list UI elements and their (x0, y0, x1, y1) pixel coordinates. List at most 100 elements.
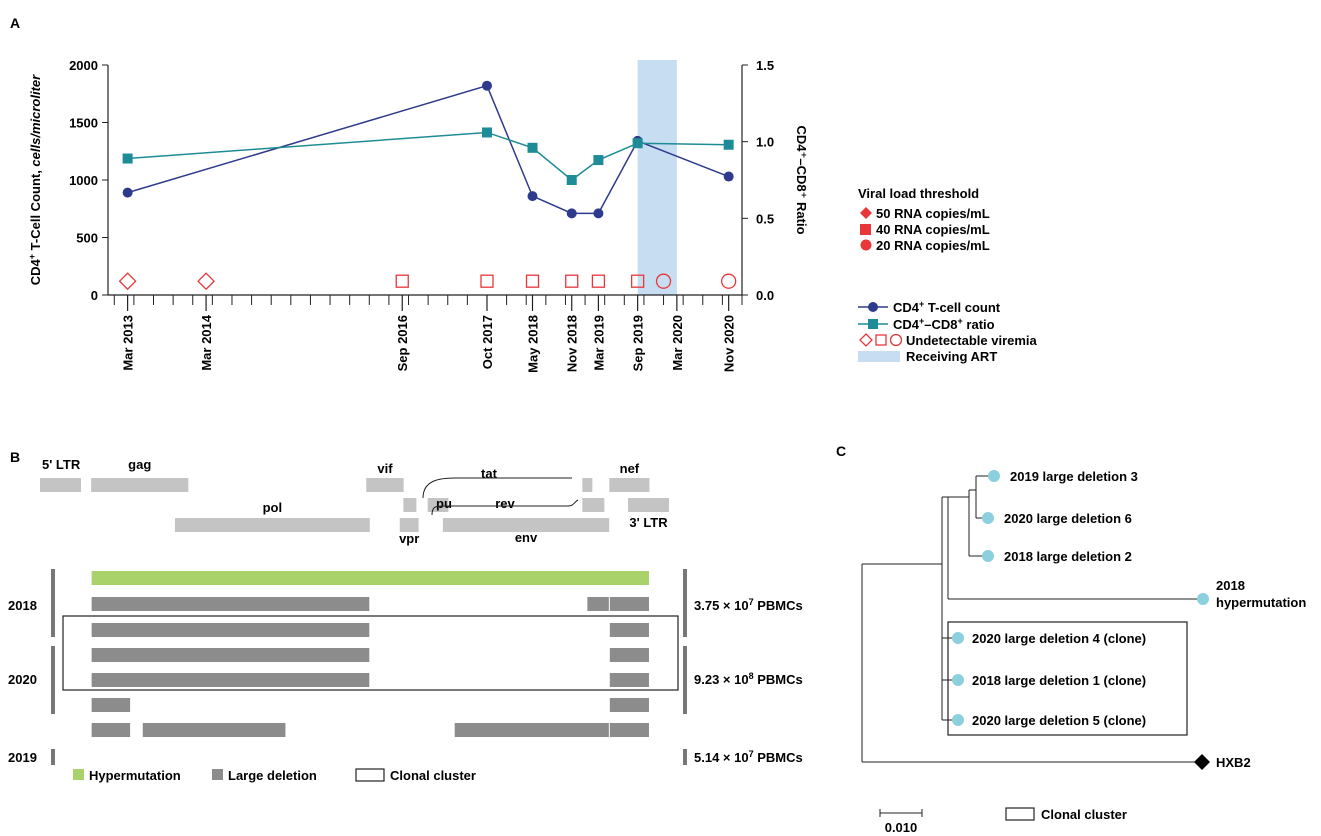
gene-block (403, 498, 417, 512)
provirus-segment (609, 597, 649, 611)
data-point (481, 80, 492, 91)
viremia-marker (197, 272, 216, 291)
group-year-2020: 2020 (8, 672, 37, 687)
gene-block (40, 478, 82, 492)
provirus-segment (91, 723, 131, 737)
large-deletion-swatch (212, 769, 223, 780)
cells-2018: 3.75 × 107 PBMCs (694, 597, 803, 613)
provirus-segment (91, 623, 370, 637)
viremia-marker (591, 274, 606, 288)
gene-block (442, 518, 610, 532)
gene-label: 5' LTR (42, 457, 81, 472)
viremia-marker (395, 274, 409, 288)
tree-leaf-label: 2020 large deletion 5 (clone) (972, 713, 1146, 728)
gene-block (174, 518, 370, 532)
threshold-legend: Viral load threshold 50 RNA copies/mL 40… (858, 186, 990, 253)
tree-leaf-label: 2020 large deletion 6 (1004, 511, 1132, 526)
provirus-segment (609, 723, 649, 737)
bracket-left-2020 (51, 646, 55, 714)
square-outline-icon (875, 334, 887, 346)
art-swatch (858, 351, 900, 362)
provirus-segment (609, 623, 649, 637)
viremia-marker (565, 274, 579, 288)
clonal-swatch (1005, 807, 1035, 821)
provirus-segment (454, 723, 609, 737)
gene-label: 3' LTR (629, 515, 668, 530)
y-axis-right-label: CD4⁺–CD8⁺ Ratio (794, 125, 809, 234)
tree-leaf-marker (988, 470, 1000, 482)
gene-label: env (515, 530, 538, 545)
provirus-segment (587, 597, 609, 611)
circle-marker-icon (868, 302, 878, 312)
tree-leaf-label: 2018 large deletion 1 (clone) (972, 673, 1146, 688)
square-icon (860, 224, 871, 235)
provirus-segment (609, 673, 649, 687)
tree-leaf-marker (952, 674, 964, 686)
legend-cd4-label: CD4+ T-cell count (893, 299, 1001, 315)
legend-large-deletion: Large deletion (228, 768, 317, 783)
y-tick-label-left: 1500 (69, 116, 98, 131)
clonal-cluster-box (947, 621, 1188, 736)
y-tick-label-left: 500 (76, 231, 98, 246)
gene-label: pol (263, 500, 283, 515)
gene-block (399, 518, 419, 532)
threshold-legend-title: Viral load threshold (858, 186, 979, 201)
x-tick-label: Mar 2020 (670, 315, 685, 371)
tree-leaf-marker (952, 714, 964, 726)
group-year-2018: 2018 (8, 598, 37, 613)
data-point (593, 208, 604, 219)
x-tick-label: Mar 2019 (591, 315, 606, 371)
provirus-segment (91, 597, 370, 611)
tree-leaf-label: 2019 large deletion 3 (1010, 469, 1138, 484)
viremia-marker (480, 274, 494, 288)
y-tick-label-right: 1.0 (756, 135, 774, 150)
threshold-item: 20 RNA copies/mL (876, 238, 990, 253)
legend-clonal-c: Clonal cluster (1041, 807, 1127, 822)
x-tick-label: Nov 2020 (722, 315, 737, 372)
bracket-left-2018 (51, 569, 55, 637)
clonal-swatch (355, 768, 385, 782)
tree-leaf-marker (982, 550, 994, 562)
gene-block (582, 498, 605, 512)
x-tick-label: Sep 2016 (395, 315, 410, 371)
gene-label: nef (620, 461, 640, 476)
tat-splice-line (422, 477, 572, 499)
data-point (122, 187, 133, 198)
circle-icon (860, 239, 872, 251)
diamond-outline-icon (859, 333, 873, 347)
art-shading (637, 60, 677, 295)
data-point (481, 127, 492, 138)
provirus-segment (609, 648, 649, 662)
y-tick-label-left: 0 (91, 288, 98, 303)
gene-block (427, 498, 437, 512)
legend-hypermutation: Hypermutation (89, 768, 181, 783)
y-tick-label-left: 2000 (69, 58, 98, 73)
gene-label: vpr (399, 531, 419, 546)
gene-label: rev (495, 496, 515, 511)
viremia-marker (721, 273, 737, 289)
square-marker-icon (868, 319, 878, 329)
tree-leaf-marker (1197, 593, 1209, 605)
gene-block (366, 478, 404, 492)
hypermutation-swatch (73, 769, 84, 780)
data-point (632, 138, 643, 149)
x-tick-label: Mar 2014 (199, 314, 214, 370)
y-tick-label-left: 1000 (69, 173, 98, 188)
data-point (527, 191, 538, 202)
bracket-right-2020 (683, 646, 687, 714)
panel-c-label: C (836, 443, 846, 459)
viremia-marker (525, 274, 540, 288)
data-point (723, 139, 734, 150)
tree-leaf-label: 2020 large deletion 4 (clone) (972, 631, 1146, 646)
data-point (593, 155, 604, 166)
gene-label: tat (481, 466, 498, 481)
clonal-cluster-box (62, 615, 679, 691)
x-tick-label: Oct 2017 (480, 315, 495, 369)
data-point (527, 142, 538, 153)
y-tick-label-right: 0.0 (756, 288, 774, 303)
data-point (122, 153, 133, 164)
diamond-icon (860, 207, 872, 219)
scale-bar-label: 0.010 (885, 820, 918, 835)
